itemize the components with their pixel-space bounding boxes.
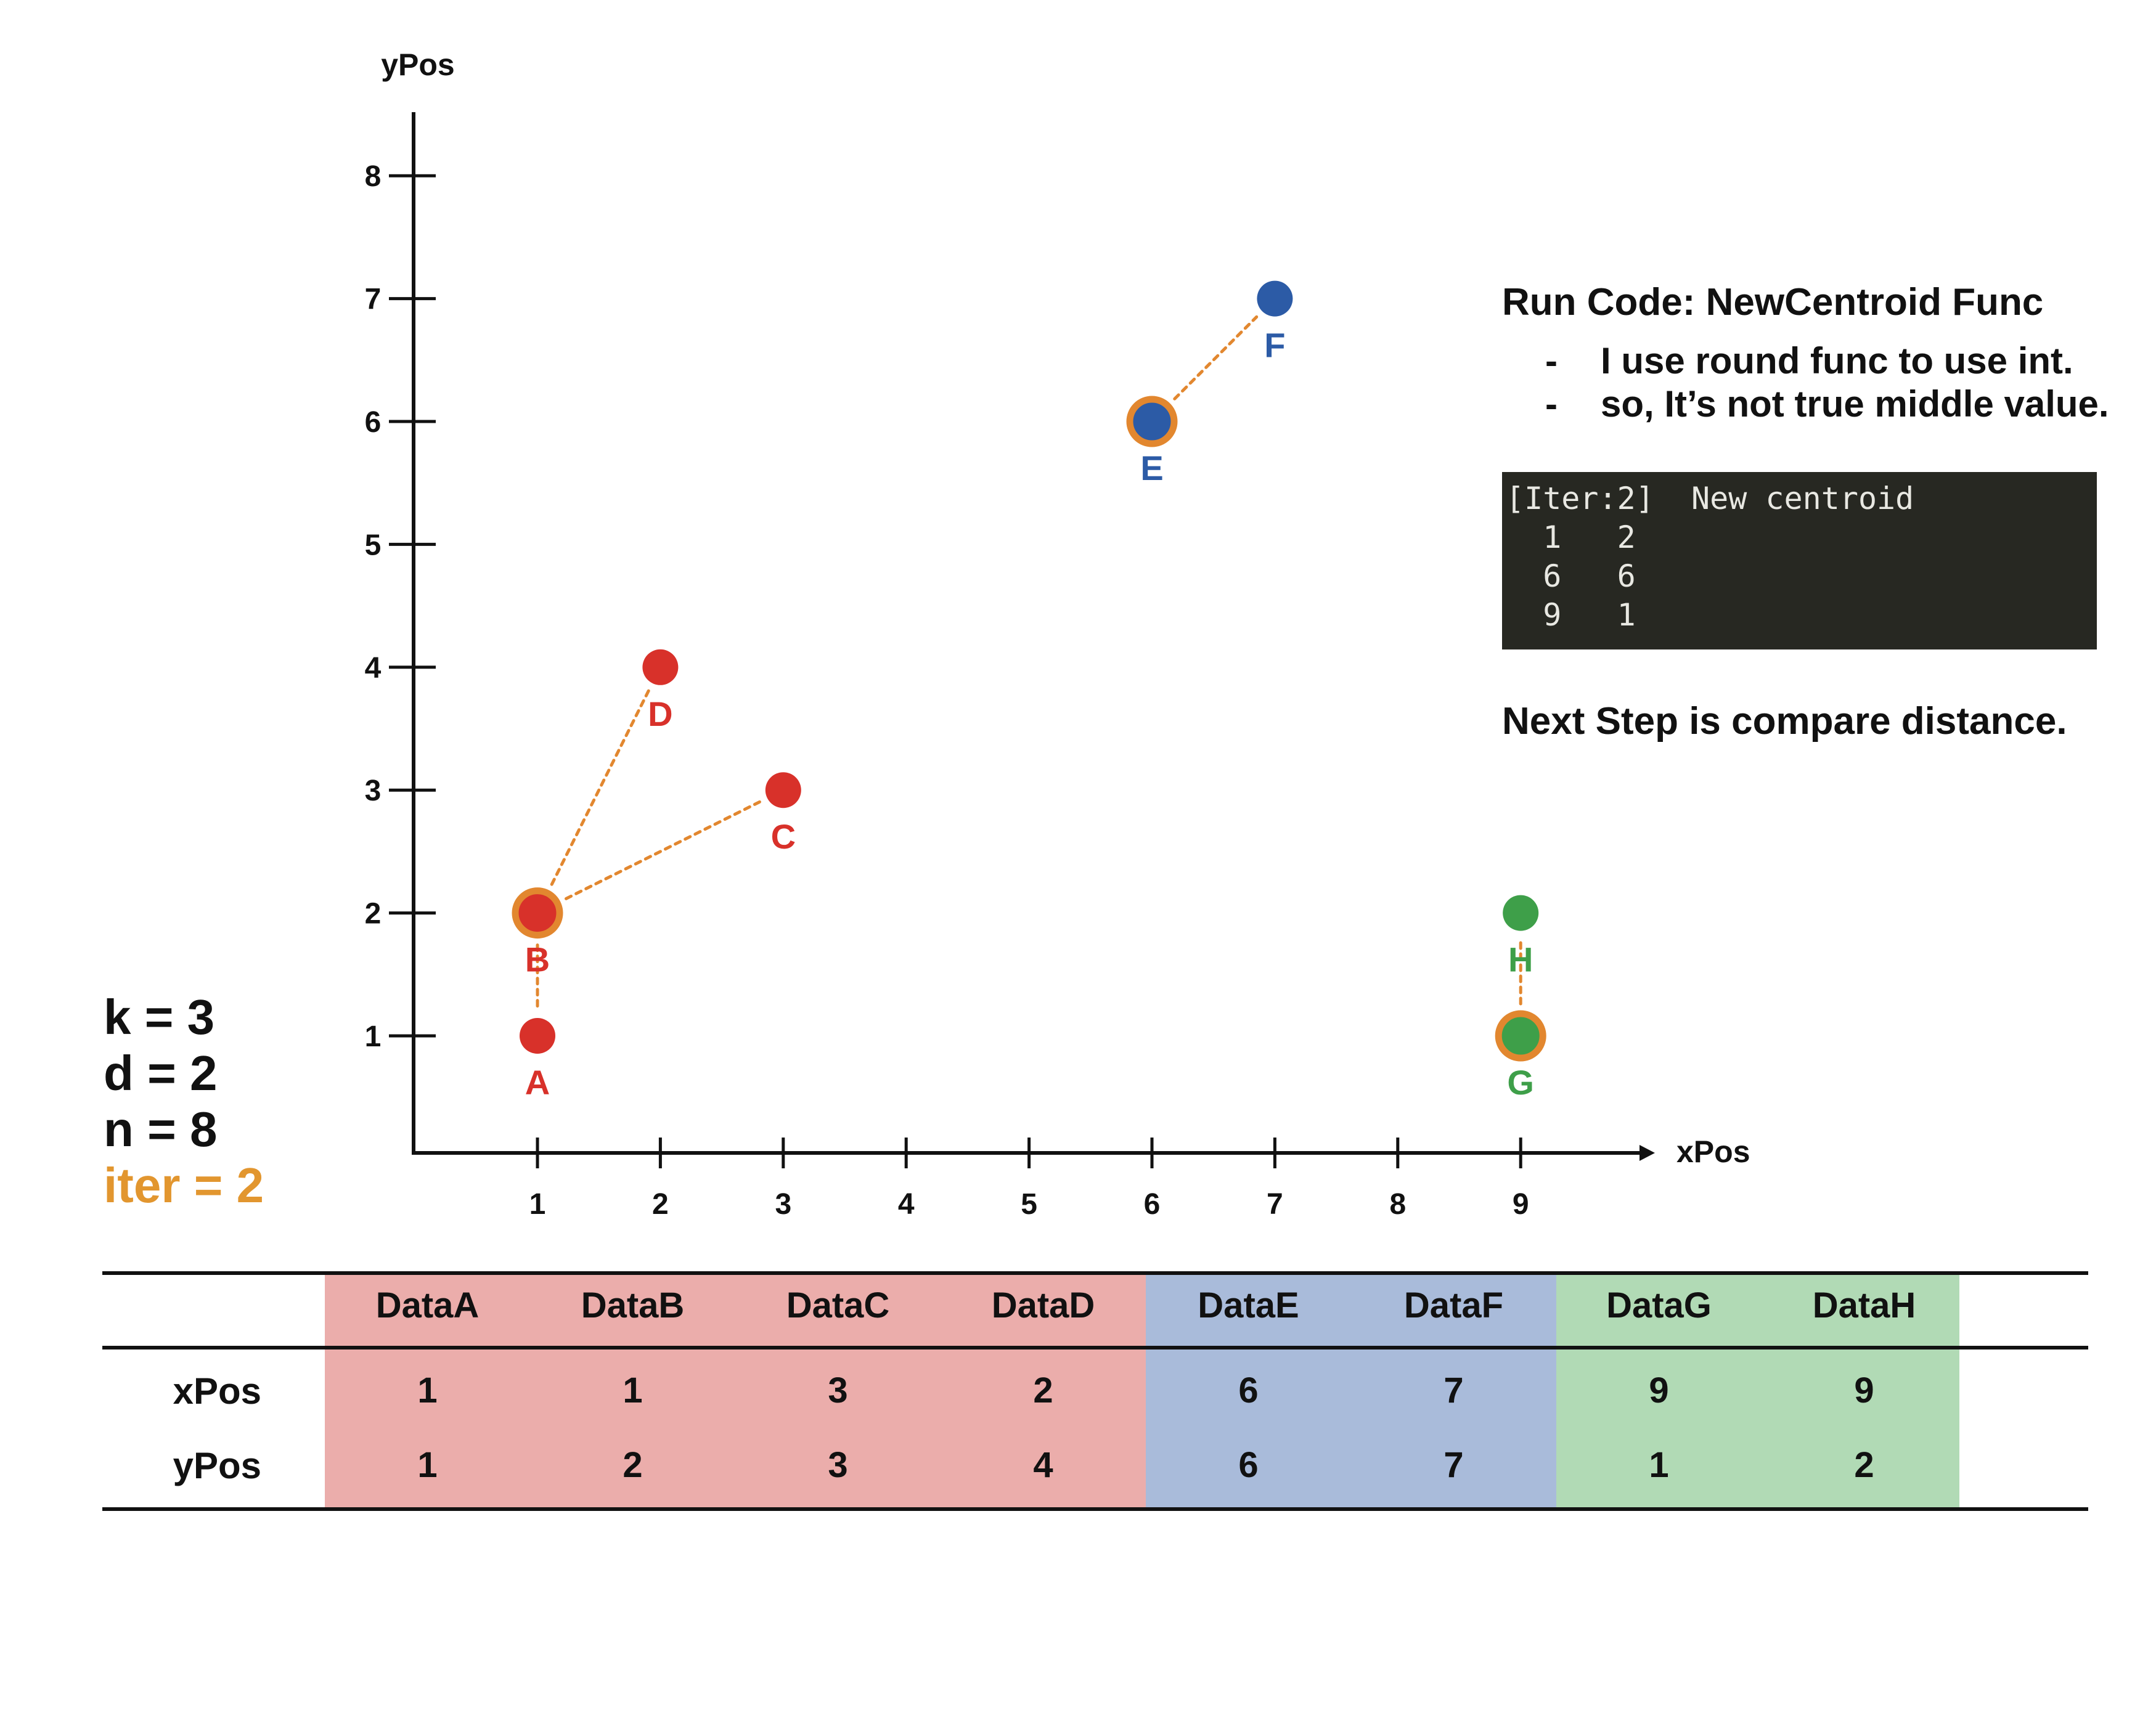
table-cell-xpos: 2 <box>1033 1370 1053 1411</box>
y-tick-label: 4 <box>365 652 382 685</box>
data-points: A B C D E F G H <box>512 280 1546 1102</box>
point-f <box>1257 280 1293 317</box>
x-tick-label: 4 <box>898 1188 915 1221</box>
table-cell-xpos: 7 <box>1443 1370 1464 1411</box>
y-tick-label: 6 <box>365 406 382 439</box>
table-cell-ypos: 4 <box>1033 1445 1053 1485</box>
notes-panel: Run Code: NewCentroid Func I use round f… <box>1502 280 2143 426</box>
table-cell-xpos: 9 <box>1649 1370 1669 1411</box>
y-tick-label: 8 <box>365 160 382 193</box>
table-header-cell: DataH <box>1812 1285 1916 1325</box>
data-table: xPos yPos DataA 1 1 DataB 1 2 DataC 3 3 DataD 2 4 Da… <box>102 1271 2088 1511</box>
next-step-text: Next Step is compare distance. <box>1502 700 2067 743</box>
point-h <box>1503 895 1539 931</box>
notes-bullets: I use round func to use int. so, It’s no… <box>1545 340 2143 426</box>
notes-bullet: I use round func to use int. <box>1545 340 2143 383</box>
table-bottom-rule <box>102 1507 2088 1511</box>
x-tick-label: 2 <box>652 1188 669 1221</box>
table-cell-xpos: 3 <box>828 1370 848 1411</box>
console-header: [Iter:2] New centroid <box>1506 481 1914 516</box>
console-row: 6 6 <box>1506 558 1636 594</box>
param-d: d = 2 <box>104 1046 218 1101</box>
table-cell-ypos: 1 <box>1649 1445 1669 1485</box>
table-cell-ypos: 2 <box>1854 1445 1874 1485</box>
console-output: [Iter:2] New centroid 1 2 6 6 9 1 <box>1502 472 2097 649</box>
param-n: n = 8 <box>104 1102 218 1157</box>
console-row: 1 2 <box>1506 519 1636 555</box>
point-label-c: C <box>771 817 796 856</box>
point-label-g: G <box>1507 1063 1534 1102</box>
centroid-point-e <box>1126 396 1178 447</box>
table-cell-ypos: 7 <box>1443 1445 1464 1485</box>
table-header-rule <box>102 1346 2088 1349</box>
table-top-rule <box>102 1271 2088 1275</box>
x-tick-label: 7 <box>1267 1188 1283 1221</box>
x-tick-label: 9 <box>1513 1188 1529 1221</box>
y-tick-label: 5 <box>365 529 382 561</box>
table-header-cell: DataC <box>786 1285 890 1325</box>
y-tick-label: 1 <box>365 1020 382 1053</box>
ticks: 1 2 3 4 5 6 7 8 9 1 2 3 4 5 6 7 8 <box>365 160 1529 1221</box>
table-cell-xpos: 1 <box>623 1370 643 1411</box>
link-b-d <box>550 688 651 886</box>
table-cell-ypos: 2 <box>623 1445 643 1485</box>
point-label-d: D <box>648 694 672 733</box>
table-header-cell: DataF <box>1403 1285 1504 1325</box>
row-header-ypos: yPos <box>173 1445 261 1486</box>
table-cell-xpos: 9 <box>1854 1370 1874 1411</box>
y-tick-label: 2 <box>365 898 382 930</box>
x-axis-title: xPos <box>1676 1134 1750 1169</box>
table-header-cell: DataD <box>991 1285 1095 1325</box>
console-row: 9 1 <box>1506 597 1636 633</box>
y-tick-label: 3 <box>365 775 382 807</box>
point-c <box>765 772 801 808</box>
link-b-c <box>565 800 762 900</box>
x-tick-label: 3 <box>775 1188 791 1221</box>
table-header-cell: DataG <box>1606 1285 1712 1325</box>
x-tick-label: 6 <box>1144 1188 1161 1221</box>
point-label-e: E <box>1140 449 1163 487</box>
x-tick-label: 1 <box>529 1188 546 1221</box>
row-header-xpos: xPos <box>173 1370 261 1412</box>
table-band-green <box>1556 1273 1959 1509</box>
y-tick-label: 7 <box>365 283 382 316</box>
point-label-b: B <box>525 940 550 979</box>
centroid-point-b <box>512 887 563 939</box>
table-band-red <box>325 1273 1146 1509</box>
table-cell-ypos: 3 <box>828 1445 848 1485</box>
x-axis-arrow-icon <box>1639 1145 1655 1161</box>
table-cell-ypos: 6 <box>1238 1445 1259 1485</box>
table-header-cell: DataA <box>375 1285 480 1325</box>
notes-title: Run Code: NewCentroid Func <box>1502 281 2044 324</box>
y-axis-title: yPos <box>381 47 455 82</box>
axes: yPos xPos <box>381 47 1750 1169</box>
point-label-a: A <box>525 1063 550 1102</box>
table-header-cell: DataB <box>581 1285 685 1325</box>
parameters: k = 3 d = 2 n = 8 iter = 2 <box>104 989 264 1213</box>
centroid-point-g <box>1495 1010 1546 1062</box>
link-e-f <box>1173 315 1259 401</box>
table-cell-xpos: 6 <box>1238 1370 1259 1411</box>
table-band-blue <box>1146 1273 1556 1509</box>
notes-bullet: so, It’s not true middle value. <box>1545 383 2143 426</box>
table-cell-ypos: 1 <box>417 1445 438 1485</box>
x-tick-label: 5 <box>1021 1188 1037 1221</box>
x-tick-label: 8 <box>1389 1188 1406 1221</box>
table-header-cell: DataE <box>1198 1285 1299 1325</box>
cluster-links <box>536 315 1522 1012</box>
param-iter: iter = 2 <box>104 1158 264 1213</box>
point-d <box>642 649 679 685</box>
point-a <box>520 1018 555 1054</box>
point-label-h: H <box>1508 940 1533 979</box>
table-cell-xpos: 1 <box>417 1370 438 1411</box>
point-label-f: F <box>1264 326 1285 365</box>
param-k: k = 3 <box>104 990 215 1044</box>
